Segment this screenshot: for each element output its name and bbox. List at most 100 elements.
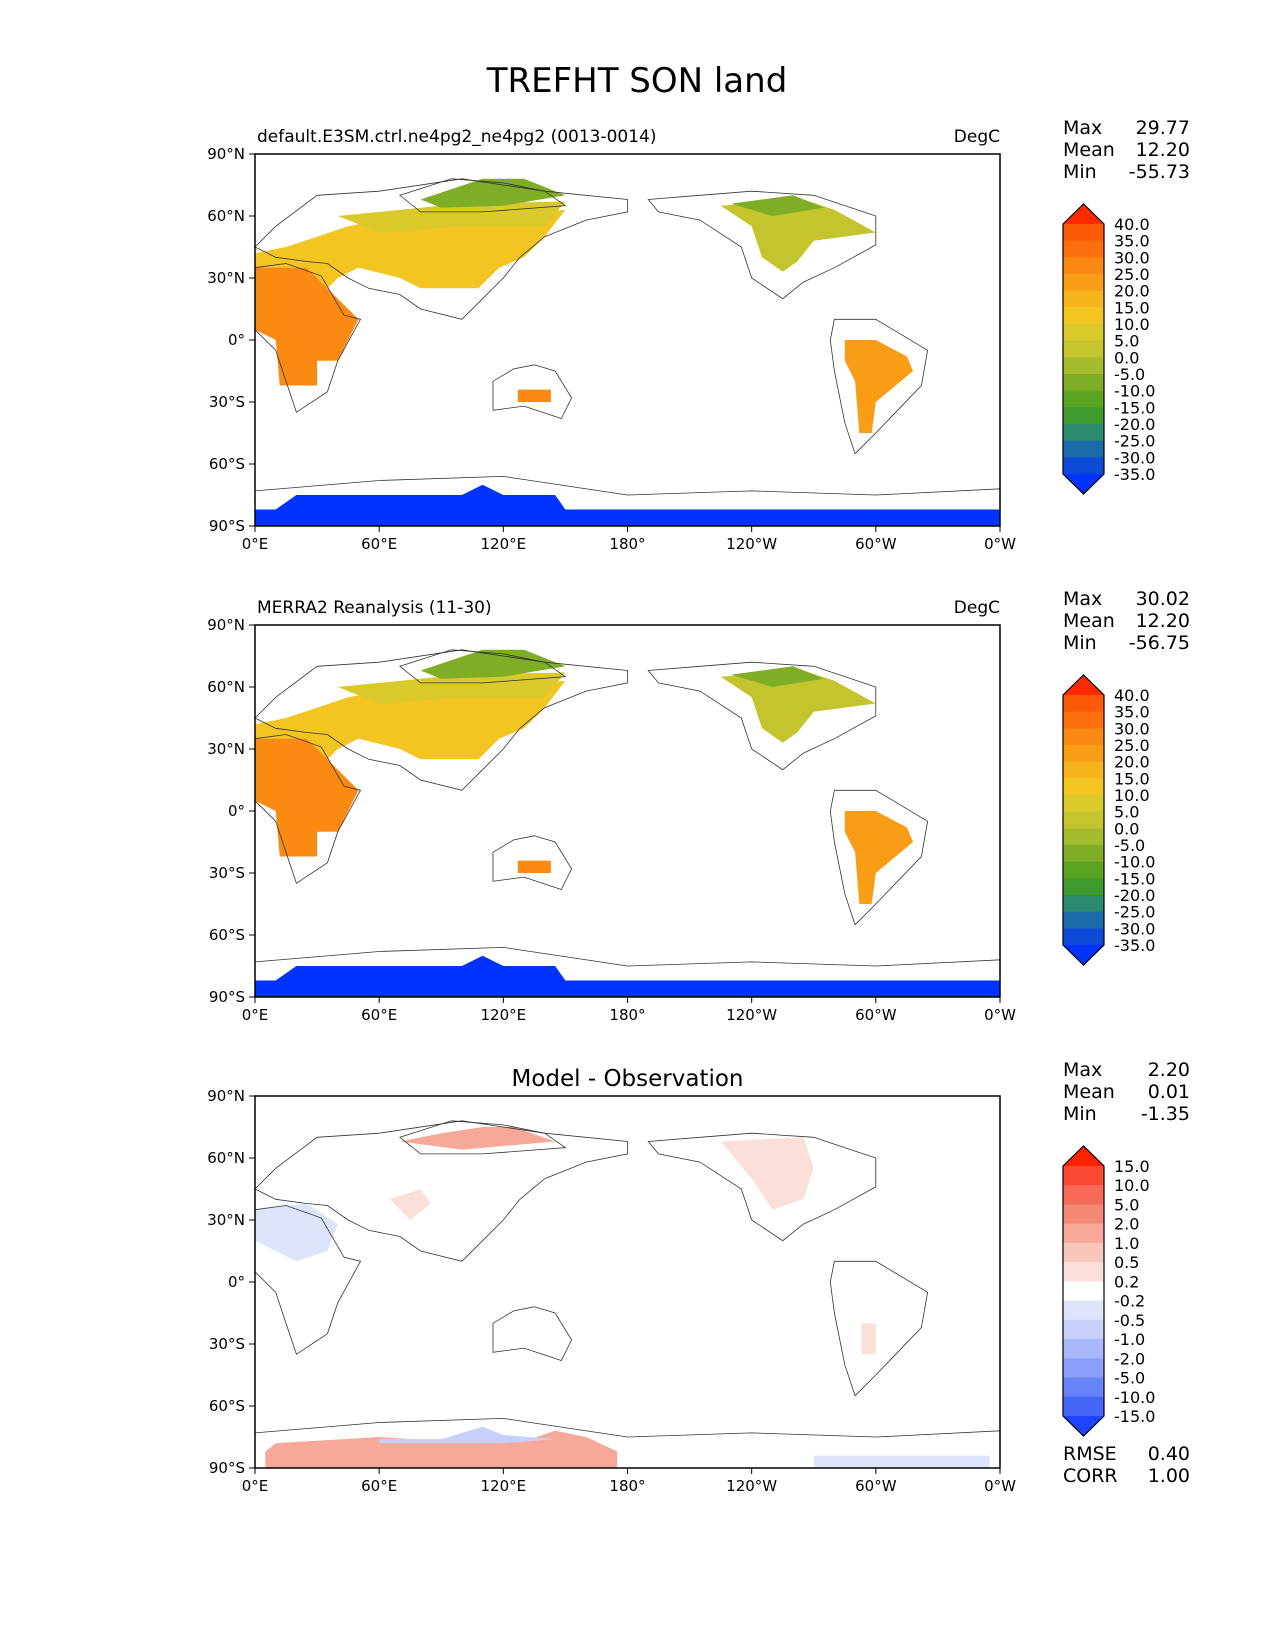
colorbar-segment [1063, 324, 1104, 342]
colorbar-tick-label: 20.0 [1114, 282, 1150, 301]
coastline-north-america [647, 1132, 877, 1242]
region-eurasia [337, 672, 566, 704]
lat-tick-label: 90°N [207, 145, 245, 163]
coastline-australia [492, 364, 573, 419]
coastline-south-america [829, 318, 929, 455]
colorbar-segment [1063, 1396, 1104, 1417]
colorbar-extend-bottom [1063, 1416, 1104, 1436]
colorbar-tick-label: 0.5 [1114, 1253, 1139, 1272]
lat-tick-label: 60°S [209, 455, 245, 473]
metric-label: RMSE [1063, 1443, 1117, 1465]
lat-tick-label: 0° [228, 331, 245, 349]
colorbar-tick-label: -35.0 [1114, 936, 1155, 955]
metric-label: CORR [1063, 1465, 1118, 1487]
colorbar-tick-label: 5.0 [1114, 1195, 1139, 1214]
colorbar-extend-bottom [1063, 945, 1104, 965]
coastline-siberia [399, 1120, 567, 1155]
colorbar-segment [1063, 911, 1104, 929]
colorbar-tick-label: 0.0 [1114, 819, 1139, 838]
colorbar: 15.010.05.02.01.00.50.2-0.2-0.5-1.0-2.0-… [1062, 1145, 1155, 1437]
colorbar-tick-label: 15.0 [1114, 769, 1150, 788]
region-siberia [399, 1127, 556, 1150]
lon-tick-label: 120°E [481, 1477, 527, 1495]
coastline-eurasia [254, 178, 628, 320]
colorbar-segment [1063, 1166, 1104, 1186]
region-africa [255, 738, 359, 857]
region-south-america [861, 1323, 876, 1355]
colorbar-tick-label: -0.2 [1114, 1292, 1145, 1311]
colorbar-tick-label: 20.0 [1114, 753, 1150, 772]
stat-label: Max [1063, 588, 1102, 610]
colorbar-extend-bottom [1063, 474, 1104, 494]
colorbar-tick-label: 35.0 [1114, 703, 1150, 722]
lon-tick-label: 60°W [855, 535, 897, 553]
region-north-africa [255, 1203, 338, 1262]
colorbar-segment [1063, 1262, 1104, 1282]
colorbar-segment [1063, 240, 1104, 258]
colorbar-segment [1063, 1300, 1104, 1321]
colorbar-tick-label: 0.2 [1114, 1272, 1139, 1291]
coastline-siberia [399, 178, 567, 213]
colorbar-tick-label: 10.0 [1114, 1176, 1150, 1195]
colorbar-segment [1063, 390, 1104, 408]
stat-min-value: -55.73 [1129, 161, 1190, 183]
colorbar-tick-label: 10.0 [1114, 786, 1150, 805]
lat-tick-label: 90°S [209, 988, 245, 1006]
colorbar-tick-label: 10.0 [1114, 315, 1150, 334]
colorbar-tick-label: 30.0 [1114, 719, 1150, 738]
region-eurasia [255, 680, 566, 770]
stat-mean-value: 0.01 [1148, 1081, 1190, 1103]
region-africa [255, 1271, 338, 1334]
stat-min-value: -56.75 [1129, 632, 1190, 654]
colorbar-segment [1063, 828, 1104, 846]
lon-tick-label: 180° [609, 1477, 645, 1495]
colorbar-tick-label: 30.0 [1114, 248, 1150, 267]
lon-tick-label: 180° [609, 535, 645, 553]
panel-title: Model - Observation [511, 1066, 743, 1092]
colorbar-segment [1063, 424, 1104, 442]
region-north-america [720, 670, 876, 743]
metric-corr-value: 1.00 [1148, 1465, 1190, 1487]
region-eurasia [255, 209, 566, 299]
colorbar-tick-label: -20.0 [1114, 886, 1155, 905]
colorbar-tick-label: -0.5 [1114, 1311, 1145, 1330]
lat-tick-label: 30°N [207, 1211, 245, 1229]
lat-tick-label: 90°N [207, 1087, 245, 1105]
stat-label: Min [1063, 161, 1097, 183]
colorbar-segment [1063, 1377, 1104, 1398]
colorbar-tick-label: -10.0 [1114, 382, 1155, 401]
coastline-siberia [399, 649, 567, 684]
lon-tick-label: 120°W [726, 1006, 777, 1024]
region-antarctica [255, 955, 1000, 997]
lon-tick-label: 60°E [361, 1477, 397, 1495]
colorbar-tick-label: -2.0 [1114, 1349, 1145, 1368]
region-australia [517, 389, 551, 402]
stat-mean-value: 12.20 [1136, 610, 1190, 632]
colorbar-segment [1063, 695, 1104, 713]
lon-tick-label: 0°W [984, 1006, 1016, 1024]
region-siberia [420, 649, 566, 679]
region-eurasia [337, 201, 566, 233]
colorbar-tick-label: -5.0 [1114, 836, 1145, 855]
lon-tick-label: 0°W [984, 535, 1016, 553]
region-antarctica [813, 1455, 990, 1468]
region-africa [255, 267, 359, 386]
colorbar-segment [1063, 257, 1104, 275]
colorbar-tick-label: 15.0 [1114, 1157, 1150, 1176]
stat-max-value: 29.77 [1136, 117, 1190, 139]
colorbar-segment [1063, 711, 1104, 729]
stat-label: Min [1063, 632, 1097, 654]
colorbar: 40.035.030.025.020.015.010.05.00.0-5.0-1… [1062, 674, 1155, 966]
lon-tick-label: 0°E [242, 1477, 269, 1495]
colorbar-tick-label: 15.0 [1114, 298, 1150, 317]
lon-tick-label: 60°W [855, 1477, 897, 1495]
colorbar-tick-label: -15.0 [1114, 398, 1155, 417]
coastline-south-america [829, 1260, 929, 1397]
lat-tick-label: 90°N [207, 616, 245, 634]
lon-tick-label: 60°E [361, 1006, 397, 1024]
coastline-north-america [647, 661, 877, 771]
lat-tick-label: 60°S [209, 926, 245, 944]
colorbar-segment [1063, 1319, 1104, 1340]
region-south-america [844, 340, 914, 433]
